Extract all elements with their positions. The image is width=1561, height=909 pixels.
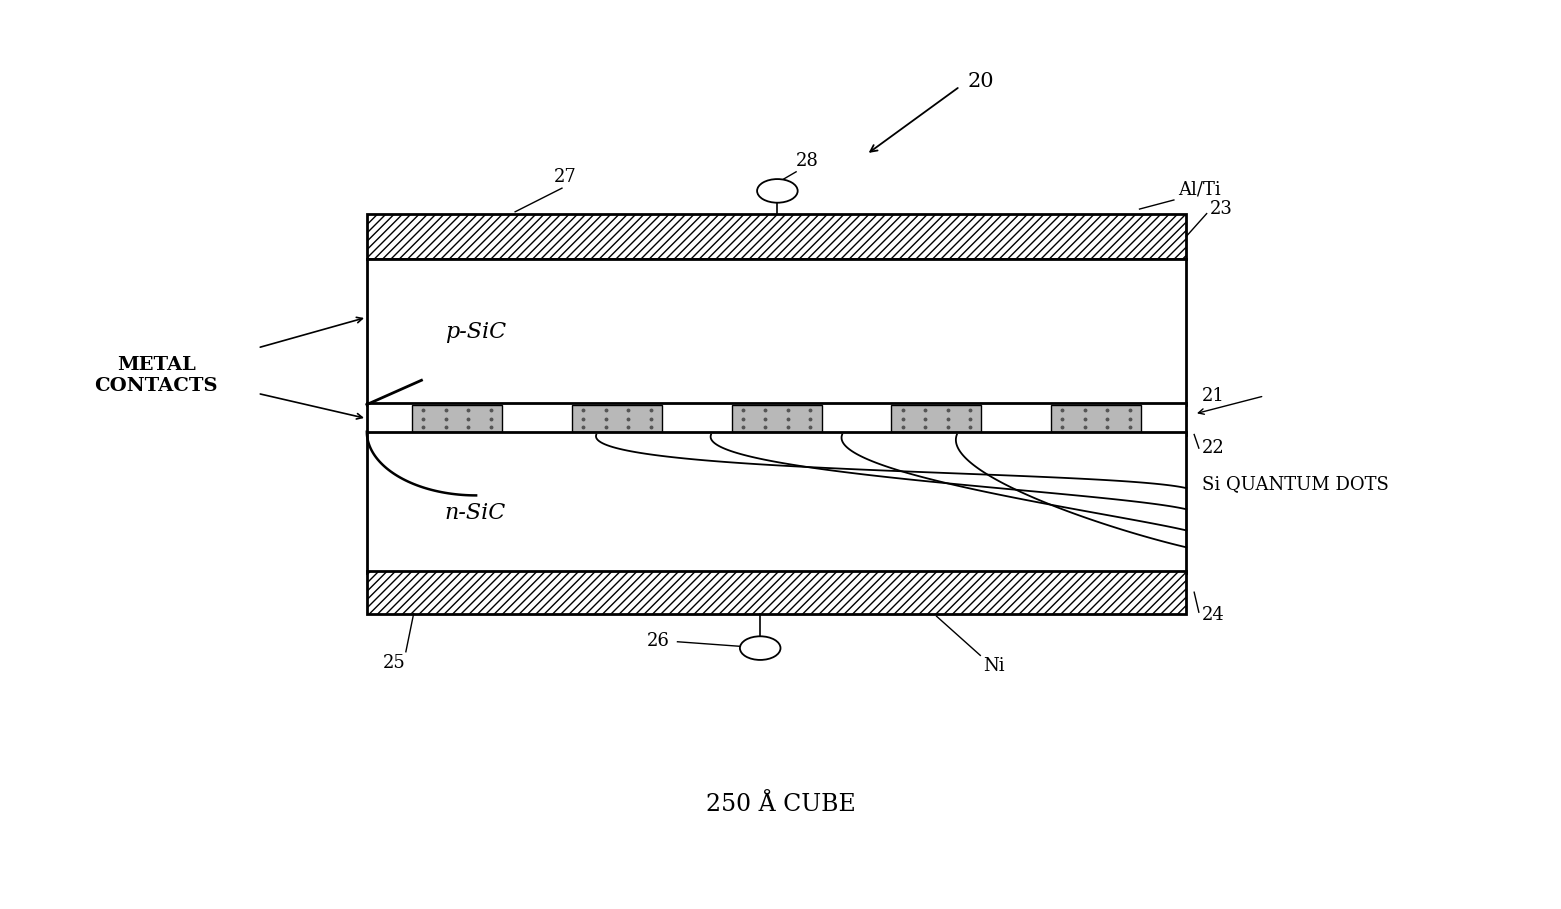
Text: p-SiC: p-SiC — [445, 321, 506, 343]
Bar — [367, 214, 1186, 259]
Bar — [571, 405, 662, 432]
Bar — [1051, 405, 1141, 432]
Text: 27: 27 — [554, 168, 578, 186]
Text: 25: 25 — [382, 654, 406, 673]
Text: Al/Ti: Al/Ti — [1179, 180, 1221, 198]
Text: 24: 24 — [1202, 606, 1225, 624]
Text: 26: 26 — [646, 632, 670, 650]
Bar — [412, 405, 503, 432]
Bar — [367, 432, 1186, 573]
Bar — [732, 405, 821, 432]
Bar — [367, 571, 1186, 614]
Text: Si QUANTUM DOTS: Si QUANTUM DOTS — [1202, 475, 1389, 494]
Text: Ni: Ni — [983, 657, 1005, 675]
Bar — [367, 259, 1186, 405]
Text: 250 Å CUBE: 250 Å CUBE — [706, 793, 855, 816]
Text: 20: 20 — [968, 73, 994, 91]
Text: 22: 22 — [1202, 439, 1225, 457]
Text: n-SiC: n-SiC — [445, 503, 506, 524]
Text: METAL
CONTACTS: METAL CONTACTS — [94, 355, 219, 395]
Text: 28: 28 — [796, 152, 820, 170]
Bar — [367, 403, 1186, 435]
Text: 21: 21 — [1202, 387, 1225, 405]
Text: 23: 23 — [1210, 200, 1233, 218]
Bar — [891, 405, 982, 432]
